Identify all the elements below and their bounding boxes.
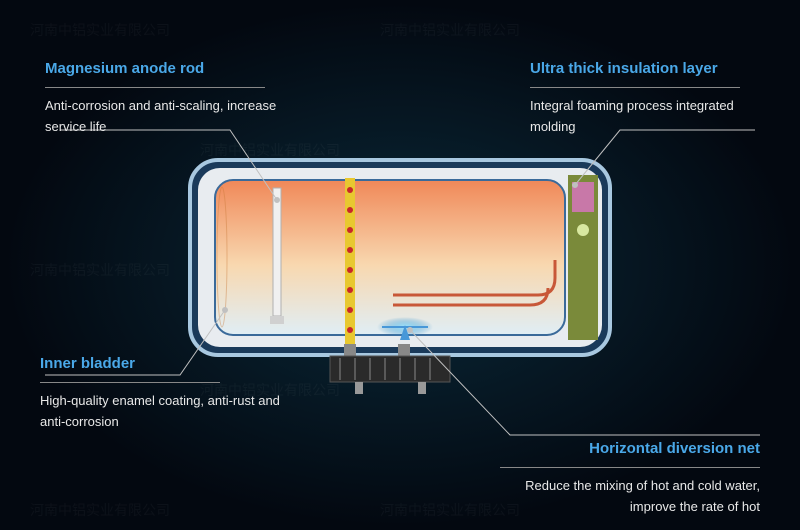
- mounting-bracket: [330, 356, 450, 394]
- callout-desc: Reduce the mixing of hot and cold water,…: [480, 476, 760, 518]
- callout-diversion: Horizontal diversion net Reduce the mixi…: [480, 440, 760, 518]
- callout-desc: Anti-corrosion and anti-scaling, increas…: [45, 96, 305, 138]
- callout-title: Inner bladder: [40, 355, 300, 372]
- callout-title: Horizontal diversion net: [480, 440, 760, 457]
- callout-bladder: Inner bladder High-quality enamel coatin…: [40, 355, 300, 433]
- callout-insulation: Ultra thick insulation layer Integral fo…: [530, 60, 760, 138]
- anode-rod: [273, 188, 281, 316]
- callout-title: Magnesium anode rod: [45, 60, 305, 77]
- callout-desc: Integral foaming process integrated mold…: [530, 96, 760, 138]
- callout-title: Ultra thick insulation layer: [530, 60, 760, 77]
- inner-tank: [215, 180, 565, 335]
- callout-anode: Magnesium anode rod Anti-corrosion and a…: [45, 60, 305, 138]
- hot-water-pipe: [345, 178, 355, 358]
- callout-desc: High-quality enamel coating, anti-rust a…: [40, 391, 300, 433]
- dial-icon: [577, 224, 589, 236]
